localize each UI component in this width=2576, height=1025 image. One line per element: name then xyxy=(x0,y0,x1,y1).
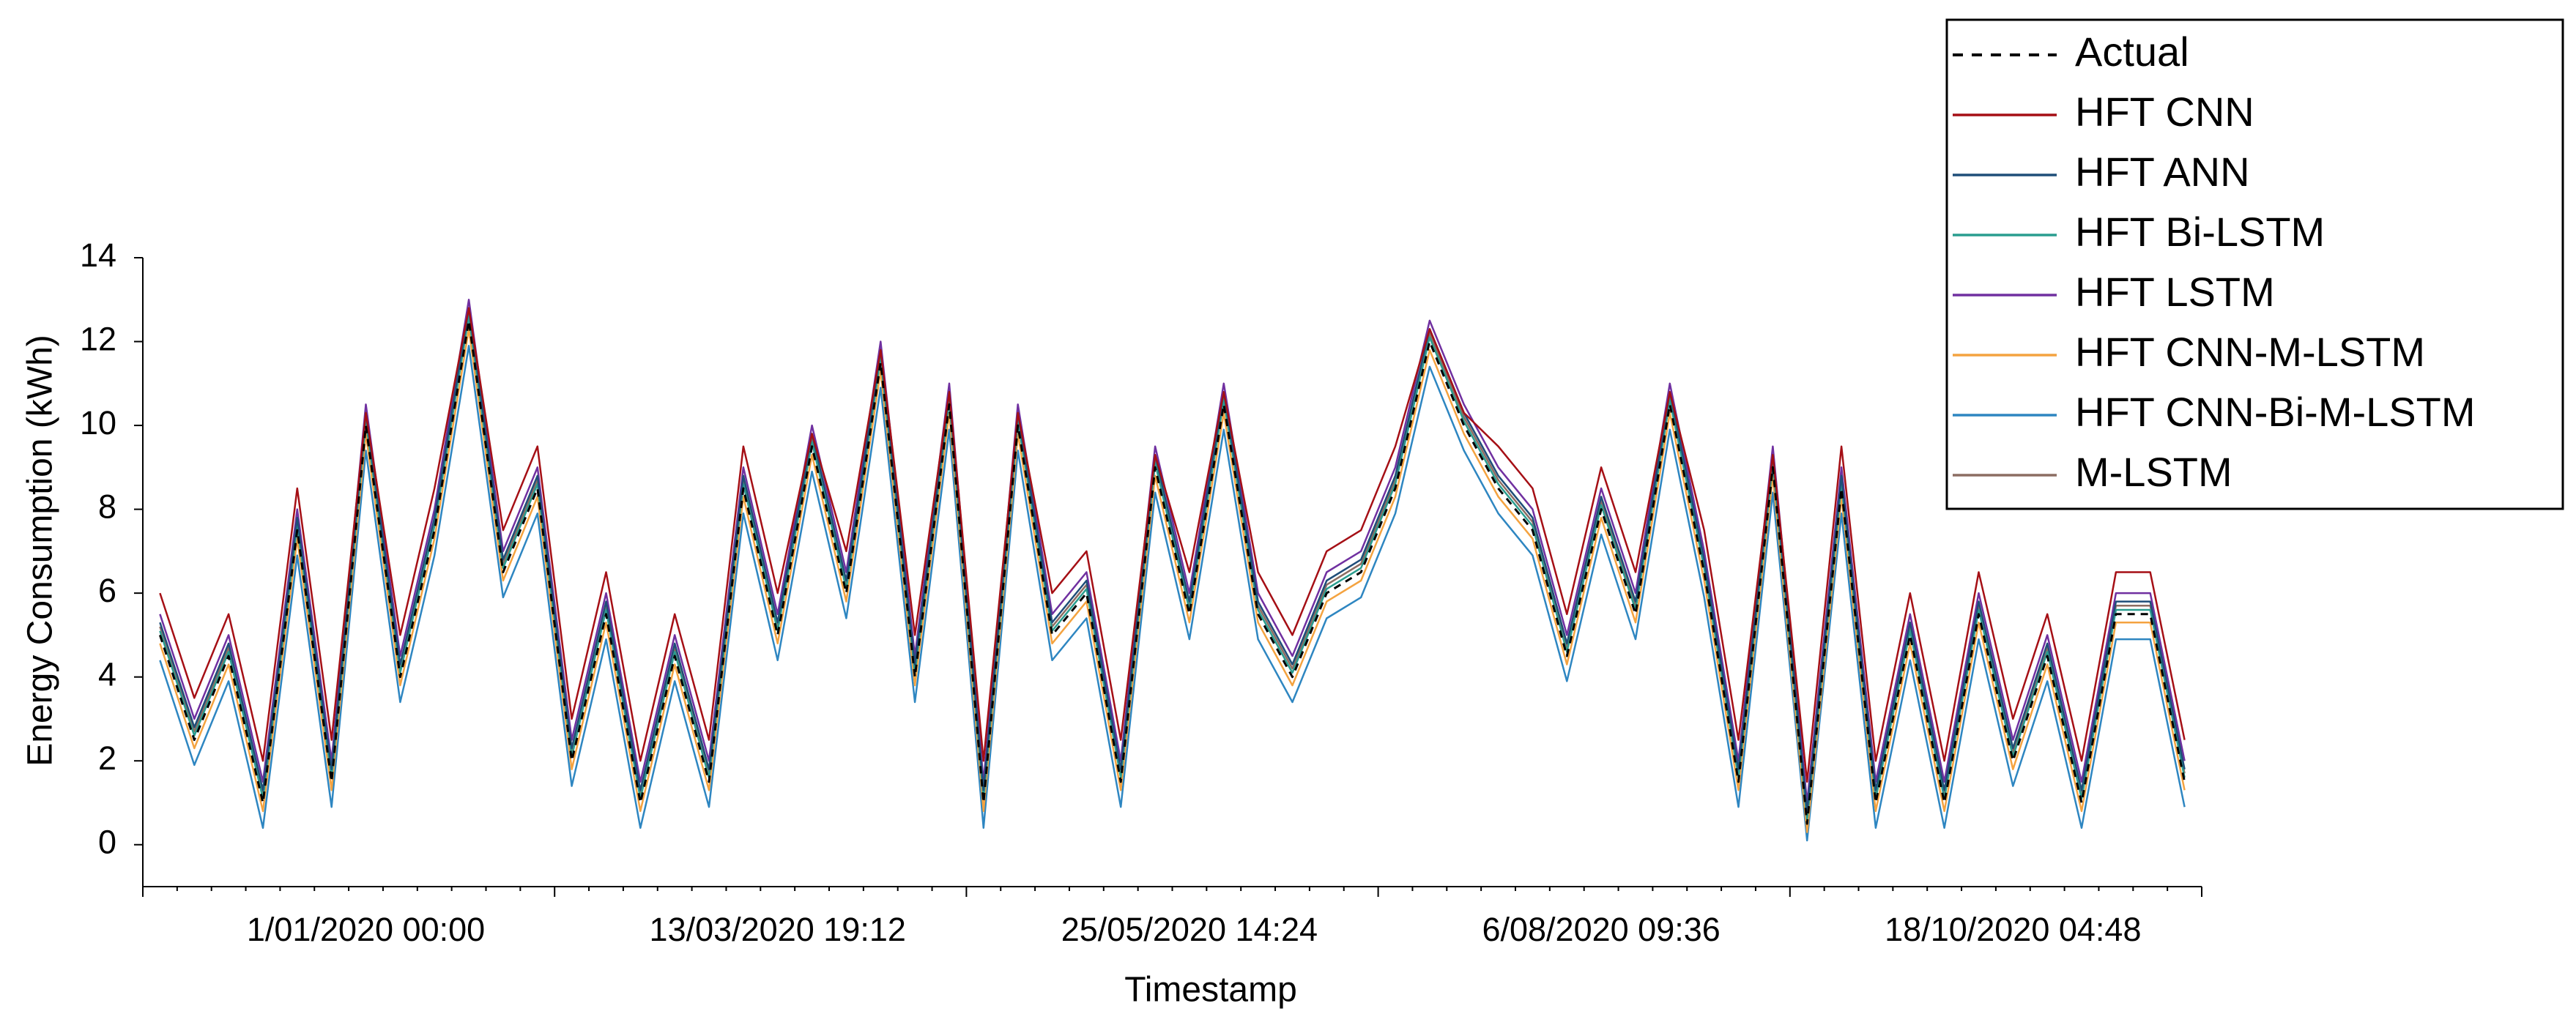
y-axis-title: Energy Consumption (kWh) xyxy=(21,335,60,767)
y-tick-label: 10 xyxy=(80,404,116,441)
y-tick-label: 6 xyxy=(98,572,116,609)
series-line xyxy=(158,319,2186,825)
x-tick-label: 25/05/2020 14:24 xyxy=(1061,911,1318,948)
legend-label: HFT CNN xyxy=(2075,89,2254,135)
series-line xyxy=(159,307,2186,783)
x-tick-label: 13/03/2020 19:12 xyxy=(650,911,906,948)
legend-box xyxy=(1945,18,2564,510)
series-line xyxy=(159,307,2186,813)
legend-label: HFT LSTM xyxy=(2075,269,2275,315)
y-tick-label: 2 xyxy=(98,739,116,777)
x-axis-title: Timestamp xyxy=(1124,971,1297,1010)
y-tick-label: 4 xyxy=(98,656,116,693)
y-tick-label: 0 xyxy=(98,824,116,861)
x-tick-label: 18/10/2020 04:48 xyxy=(1885,911,2141,948)
y-tick-label: 12 xyxy=(80,320,116,357)
legend-label: M-LSTM xyxy=(2075,449,2232,495)
legend-label: Actual xyxy=(2075,29,2189,75)
legend-label: HFT ANN xyxy=(2075,149,2250,195)
series-line xyxy=(159,345,2186,842)
legend-label: HFT CNN-Bi-M-LSTM xyxy=(2075,389,2475,435)
x-tick-label: 6/08/2020 09:36 xyxy=(1482,911,1720,948)
y-tick-label: 14 xyxy=(80,236,116,274)
y-tick-label: 8 xyxy=(98,488,116,525)
legend-label: HFT CNN-M-LSTM xyxy=(2075,329,2425,375)
series-lines xyxy=(158,299,2186,842)
legend-label: HFT Bi-LSTM xyxy=(2075,209,2325,255)
x-tick-label: 1/01/2020 00:00 xyxy=(247,911,485,948)
